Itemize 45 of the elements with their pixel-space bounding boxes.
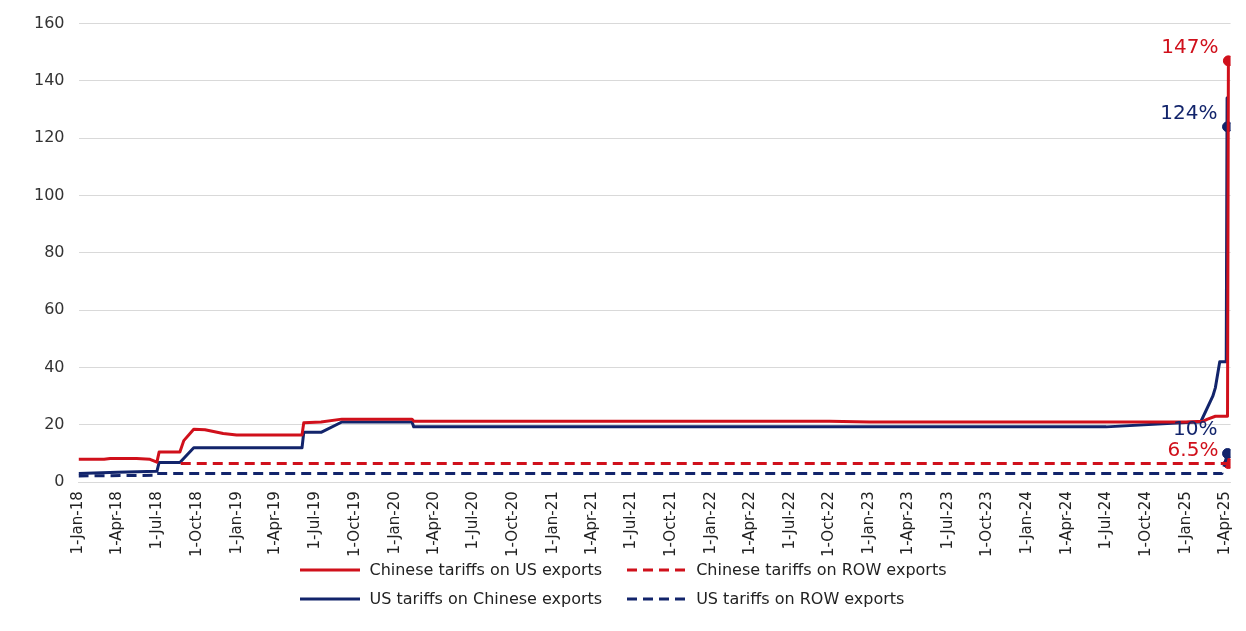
y-tick-label: 40 [44, 356, 65, 376]
x-tick-label: 1-Jan-22 [701, 491, 720, 555]
x-tick-label: 1-Oct-19 [344, 491, 363, 557]
x-tick-label: 1-Apr-20 [424, 491, 442, 556]
x-tick-label: 1-Apr-24 [1056, 491, 1075, 556]
legend-label: Chinese tariffs on ROW exports [696, 560, 947, 579]
x-tick-label: 1-Jan-23 [859, 491, 878, 555]
legend-label: US tariffs on Chinese exports [369, 589, 603, 608]
x-tick-label: 1-Jul-24 [1096, 491, 1115, 550]
y-tick-label: 80 [44, 242, 65, 262]
x-tick-label: 1-Oct-18 [186, 491, 205, 557]
x-tick-label: 1-Jan-25 [1175, 491, 1194, 555]
x-tick-label: 1-Jan-18 [68, 491, 87, 555]
x-tick-label: 1-Oct-22 [819, 491, 838, 557]
y-tick-label: 100 [33, 184, 65, 204]
data-label: 147% [1161, 34, 1219, 59]
x-tick-label: 1-Jan-20 [384, 491, 403, 555]
x-tick-label: 1-Oct-24 [1136, 491, 1154, 557]
x-tick-label: 1-Apr-25 [1214, 491, 1233, 556]
x-tick-label: 1-Jul-23 [937, 491, 956, 550]
x-tick-label: 1-Oct-20 [503, 491, 522, 557]
legend-label: Chinese tariffs on US exports [369, 560, 603, 579]
y-tick-label: 160 [33, 12, 65, 32]
x-tick-label: 1-Oct-21 [661, 491, 680, 557]
x-tick-label: 1-Oct-23 [977, 491, 996, 557]
legend-label: US tariffs on ROW exports [696, 589, 905, 608]
x-tick-label: 1-Apr-21 [582, 491, 601, 556]
y-tick-label: 20 [44, 414, 65, 434]
y-tick-label: 60 [44, 299, 65, 319]
x-tick-label: 1-Apr-19 [265, 491, 284, 556]
x-tick-label: 1-Jan-21 [543, 491, 562, 555]
x-tick-label: 1-Jan-19 [226, 491, 245, 555]
x-tick-label: 1-Apr-18 [107, 491, 126, 556]
x-tick-label: 1-Jul-20 [463, 491, 482, 550]
y-tick-label: 0 [54, 471, 65, 491]
x-tick-label: 1-Jan-24 [1017, 491, 1036, 555]
y-tick-label: 120 [33, 127, 65, 147]
x-tick-label: 1-Apr-22 [740, 491, 759, 556]
x-tick-label: 1-Jul-18 [146, 491, 165, 550]
x-tick-label: 1-Jul-22 [779, 491, 798, 550]
x-tick-label: 1-Jul-21 [621, 491, 640, 550]
x-tick-label: 1-Apr-23 [898, 491, 917, 556]
y-tick-label: 140 [33, 70, 65, 90]
data-label: 124% [1160, 99, 1218, 124]
x-tick-label: 1-Jul-19 [304, 491, 323, 550]
